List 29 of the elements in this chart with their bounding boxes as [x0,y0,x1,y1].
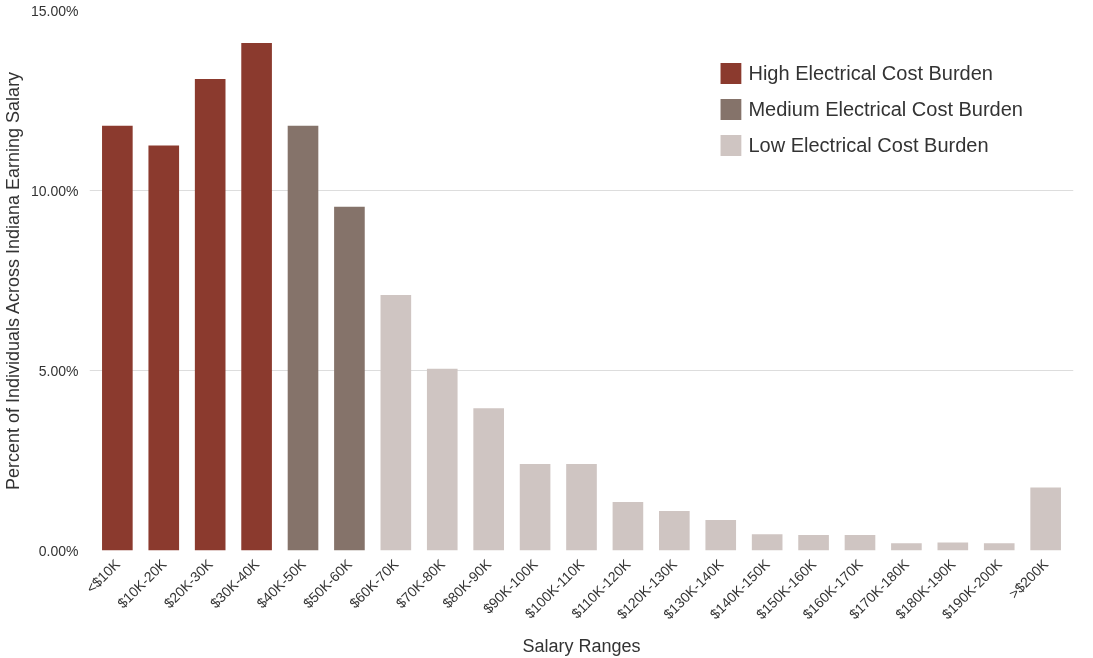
bar [751,534,783,551]
legend-label: Medium Electrical Cost Burden [748,97,1023,121]
bar [102,125,133,551]
bar [426,368,458,551]
bar [287,125,319,551]
bar [241,42,272,551]
y-tick-label: 15.00% [31,2,79,19]
y-tick-label: 5.00% [38,362,79,379]
y-axis-title: Percent of Individuals Across Indiana Earning Salary [3,71,24,491]
legend-label: Low Electrical Cost Burden [748,133,989,157]
y-tick-label: 10.00% [31,182,79,199]
bar [334,206,365,551]
bar [148,145,180,551]
bar [659,510,690,551]
bar [1030,487,1061,551]
bar [519,464,551,551]
bar [473,408,504,551]
bar [705,519,737,551]
bar [380,294,412,551]
bar [612,501,644,551]
y-tick-label: 0.00% [38,542,79,559]
bar [798,535,829,551]
bar [891,543,922,551]
bar [983,543,1015,551]
bar [844,535,876,551]
bar [566,464,597,551]
x-axis-title: Salary Ranges [522,635,641,656]
legend-label: High Electrical Cost Burden [748,61,993,85]
bar [194,78,226,551]
